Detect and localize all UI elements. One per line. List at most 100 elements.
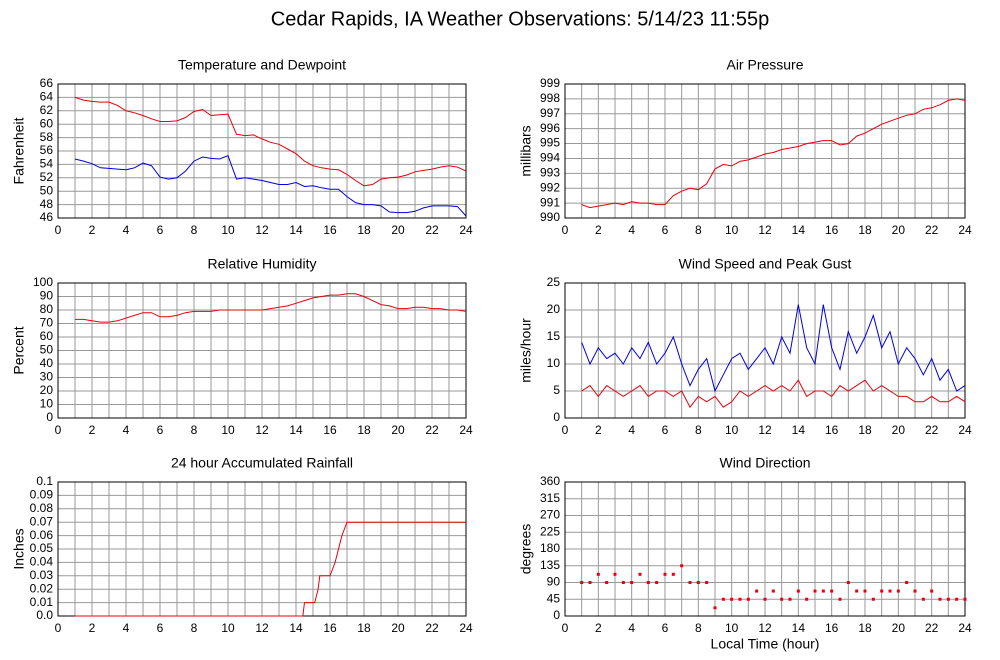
- y-tick-label: 0.02: [30, 581, 54, 595]
- x-tick-label: 24: [459, 223, 473, 237]
- x-tick-label: 0: [562, 621, 569, 635]
- y-tick-label: 0.06: [30, 528, 54, 542]
- x-tick-label: 22: [425, 223, 439, 237]
- data-point: [938, 597, 942, 601]
- data-point: [805, 597, 809, 601]
- y-axis-label: Inches: [11, 528, 27, 569]
- y-tick-label: 20: [40, 383, 54, 397]
- data-point: [605, 581, 609, 584]
- x-tick-label: 18: [858, 223, 872, 237]
- x-tick-label: 0: [55, 223, 62, 237]
- x-tick-label: 24: [459, 621, 473, 635]
- y-tick-label: 990: [540, 210, 560, 224]
- data-point: [946, 597, 950, 601]
- data-point: [813, 589, 817, 593]
- x-tick-label: 22: [925, 621, 939, 635]
- data-point: [596, 572, 600, 576]
- x-tick-label: 16: [323, 223, 337, 237]
- x-tick-label: 2: [89, 423, 96, 437]
- x-tick-label: 20: [391, 423, 405, 437]
- x-tick-label: 2: [595, 621, 602, 635]
- y-tick-label: 360: [540, 474, 560, 488]
- x-tick-label: 22: [425, 423, 439, 437]
- data-point: [688, 581, 692, 584]
- x-tick-label: 12: [758, 423, 772, 437]
- x-tick-label: 18: [858, 621, 872, 635]
- y-tick-label: 80: [40, 302, 54, 316]
- y-axis-label: miles/hour: [518, 318, 534, 383]
- plot-frame: [564, 481, 966, 617]
- data-point: [830, 589, 834, 593]
- y-tick-label: 25: [547, 275, 561, 289]
- page-title: Cedar Rapids, IA Weather Observations: 5…: [271, 8, 769, 30]
- x-tick-label: 12: [255, 223, 269, 237]
- x-tick-label: 24: [958, 423, 972, 437]
- x-tick-label: 18: [858, 423, 872, 437]
- y-tick-label: 994: [540, 151, 560, 165]
- x-tick-label: 14: [792, 423, 806, 437]
- y-axis-label: millibars: [518, 125, 534, 176]
- y-tick-label: 999: [540, 76, 560, 90]
- y-tick-label: 15: [547, 329, 561, 343]
- y-tick-label: 5: [553, 383, 560, 397]
- data-point: [705, 581, 709, 584]
- y-tick-label: 52: [40, 170, 54, 184]
- y-tick-label: 0.08: [30, 501, 54, 515]
- plot-frame: [57, 83, 467, 219]
- data-point: [880, 589, 884, 593]
- data-point: [621, 581, 625, 584]
- data-point: [913, 589, 917, 593]
- data-line: [581, 304, 966, 393]
- y-tick-label: 60: [40, 116, 54, 130]
- x-tick-label: 6: [157, 423, 164, 437]
- data-point: [921, 597, 925, 601]
- x-tick-label: 6: [662, 621, 669, 635]
- y-tick-label: 315: [540, 491, 560, 505]
- x-tick-label: 6: [157, 223, 164, 237]
- x-tick-label: 0: [55, 423, 62, 437]
- data-point: [746, 597, 750, 601]
- x-tick-label: 8: [695, 223, 702, 237]
- y-tick-label: 997: [540, 106, 560, 120]
- data-point: [888, 589, 892, 593]
- y-tick-label: 0: [46, 410, 53, 424]
- x-tick-label: 2: [595, 423, 602, 437]
- data-point: [955, 597, 959, 601]
- x-tick-label: 4: [123, 621, 130, 635]
- x-tick-label: 14: [792, 223, 806, 237]
- x-tick-label: 0: [562, 423, 569, 437]
- x-tick-label: 4: [628, 423, 635, 437]
- data-point: [788, 597, 792, 601]
- x-tick-label: 8: [191, 423, 198, 437]
- data-point: [655, 581, 659, 584]
- x-tick-label: 20: [892, 423, 906, 437]
- data-line: [74, 96, 467, 187]
- x-axis-label: Local Time (hour): [711, 636, 820, 652]
- y-tick-label: 60: [40, 329, 54, 343]
- x-tick-label: 12: [758, 223, 772, 237]
- x-tick-label: 12: [758, 621, 772, 635]
- x-tick-label: 20: [892, 223, 906, 237]
- data-point: [638, 572, 642, 576]
- y-tick-label: 10: [40, 397, 54, 411]
- x-tick-label: 0: [55, 621, 62, 635]
- x-tick-label: 4: [628, 621, 635, 635]
- y-tick-label: 66: [40, 76, 54, 90]
- data-point: [821, 589, 825, 593]
- y-tick-label: 270: [540, 508, 560, 522]
- x-tick-label: 18: [357, 223, 371, 237]
- y-tick-label: 90: [547, 575, 561, 589]
- plot-frame: [564, 282, 966, 419]
- x-tick-label: 10: [221, 423, 235, 437]
- x-tick-label: 6: [662, 423, 669, 437]
- data-point: [755, 589, 759, 593]
- x-tick-label: 10: [725, 621, 739, 635]
- x-tick-label: 20: [391, 621, 405, 635]
- x-tick-label: 24: [958, 223, 972, 237]
- y-tick-label: 0: [553, 410, 560, 424]
- y-tick-label: 90: [40, 289, 54, 303]
- data-point: [771, 589, 775, 593]
- y-tick-label: 62: [40, 103, 54, 117]
- data-line: [74, 155, 467, 217]
- x-tick-label: 8: [191, 223, 198, 237]
